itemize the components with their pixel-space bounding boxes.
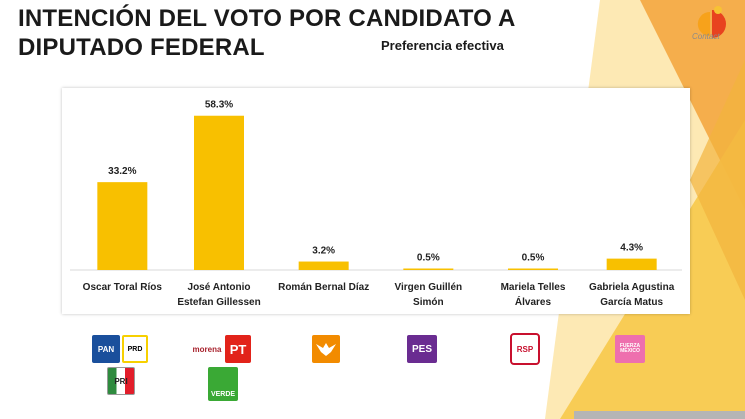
fuerza-mexico-logo-icon: FUERZA MÉXICO <box>615 335 645 363</box>
bottom-accent-bar <box>574 411 745 419</box>
movimiento-ciudadano-logo-icon <box>312 335 340 363</box>
party-label-8: PES <box>411 343 432 355</box>
title-line-2: DIPUTADO FEDERAL <box>18 34 265 61</box>
rsp-logo-icon: RSP <box>510 333 540 365</box>
category-label-4-line-1: Virgen Guillén <box>395 282 463 293</box>
data-label-1: 33.2% <box>108 166 136 177</box>
category-label-3-line-1: Román Bernal Díaz <box>278 282 369 293</box>
party-logos: PAN PRD PRI morena PT VERDE PES RSP FUERZA MÉXIC… <box>62 330 690 410</box>
page-title: INTENCIÓN DEL VOTO POR CANDIDATO A DIPUT… <box>18 4 558 62</box>
party-label-9: RSP <box>516 344 534 354</box>
category-label-6-line-2: García Matus <box>600 297 663 308</box>
category-label-5-line-1: Mariela Telles <box>501 282 566 293</box>
contact-logo-icon <box>697 6 726 38</box>
party-label-6: VERDE <box>210 391 236 398</box>
data-label-4: 0.5% <box>417 253 440 264</box>
data-label-2: 58.3% <box>205 100 233 111</box>
category-label-4-line-2: Simón <box>413 297 444 308</box>
pes-logo-icon: PES <box>407 335 437 363</box>
bar-3 <box>298 261 349 270</box>
verde-logo-icon: VERDE <box>208 367 238 401</box>
page-subtitle: Preferencia efectiva <box>381 38 504 53</box>
deco-mid-triangle <box>690 60 745 300</box>
bar-5 <box>508 268 558 270</box>
party-label-1: PAN <box>97 344 115 354</box>
chart-panel: 33.2% Oscar Toral Ríos 58.3% José Antonio Es… <box>62 88 690 314</box>
party-label-10: FUERZA MÉXICO <box>619 342 641 354</box>
party-label-2: PRD <box>127 345 143 353</box>
category-label-1-line-1: Oscar Toral Ríos <box>83 282 163 293</box>
data-label-3: 3.2% <box>312 246 335 257</box>
category-label-6-line-1: Gabriela Agustina <box>589 282 675 293</box>
bar-chart: 33.2% Oscar Toral Ríos 58.3% José Antonio Es… <box>70 100 682 308</box>
pan-logo-icon: PAN <box>92 335 120 363</box>
data-label-6: 4.3% <box>620 243 643 254</box>
category-label-5-line-2: Álvares <box>515 295 552 308</box>
bar-1 <box>97 182 148 270</box>
title-line-1: INTENCIÓN DEL VOTO POR CANDIDATO A <box>18 5 516 32</box>
prd-logo-icon: PRD <box>122 335 148 363</box>
category-label-2-line-2: Estefan Gillessen <box>177 297 260 308</box>
bar-4 <box>403 268 454 270</box>
bar-2 <box>194 115 244 270</box>
pt-logo-icon: PT <box>225 335 251 363</box>
party-label-3: PRI <box>114 376 128 386</box>
party-label-4: morena <box>192 344 222 354</box>
brand-name: Contact <box>692 32 720 41</box>
pri-logo-icon: PRI <box>107 367 135 395</box>
party-label-5: PT <box>229 341 247 357</box>
bar-6 <box>606 258 657 270</box>
data-label-5: 0.5% <box>522 253 545 264</box>
category-label-2-line-1: José Antonio <box>188 282 251 293</box>
morena-logo-icon: morena <box>190 340 224 358</box>
